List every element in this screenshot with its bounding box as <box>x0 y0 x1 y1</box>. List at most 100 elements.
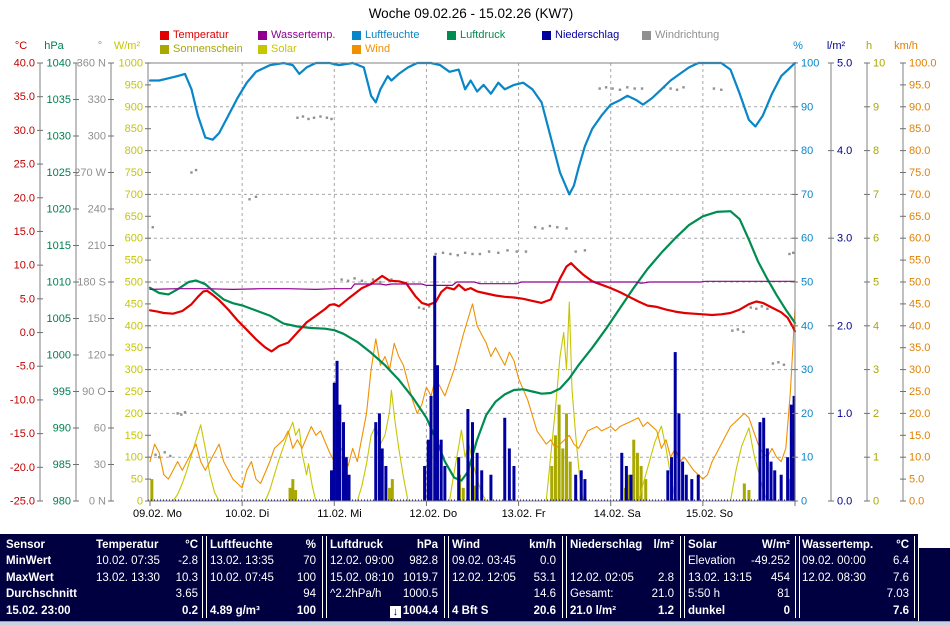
rain-bar <box>338 404 342 501</box>
axis-tick-label: 600 <box>125 233 143 245</box>
wind-direction-dot <box>487 250 491 253</box>
wind-direction-dot <box>618 88 622 91</box>
axis-tick-label: 50.0 <box>909 277 930 289</box>
rain-bar <box>670 457 674 501</box>
sunshine-bar <box>557 404 561 501</box>
legend-item-luftfeuchte[interactable]: Luftfeuchte <box>352 29 419 41</box>
footer-col-luftdruck: Luftdruck hPa 12.02. 09:00 982.8 15.02. 08:1… <box>330 537 438 619</box>
legend-label: Windrichtung <box>655 29 720 41</box>
wind-direction-dot <box>180 413 183 416</box>
axis-tick-label: 3.0 <box>837 233 852 245</box>
footer-cell-value: 14.6 <box>533 588 556 601</box>
axis-tick-label: 6 <box>873 233 879 245</box>
wind-direction-dot <box>330 117 333 121</box>
legend-item-temperatur[interactable]: Temperatur <box>160 29 229 41</box>
axis-tick-label: 550 <box>125 255 143 267</box>
axis-tick-label: 1040 <box>47 58 71 70</box>
legend-item-wassertemp[interactable]: Wassertemp. <box>258 29 335 41</box>
axis-tick-label: 200 <box>125 408 143 420</box>
axis-tick-label: 650 <box>125 211 143 223</box>
footer-cell-label: 12.02. 12:05 <box>452 571 516 584</box>
footer-col-unit: °C <box>896 539 909 551</box>
sunshine-bar <box>550 465 554 501</box>
wind-direction-dot <box>749 306 752 309</box>
wind-direction-dot <box>417 306 421 309</box>
footer-current-time: 15.02. 23:00 <box>6 604 71 617</box>
sunshine-bar <box>742 483 746 501</box>
footer-row-label: MinWert <box>6 555 52 568</box>
wind-direction-dot <box>254 195 258 199</box>
legend-label: Wassertemp. <box>271 29 336 41</box>
wind-direction-dot <box>441 251 445 254</box>
legend-item-solar[interactable]: Solar <box>258 43 297 55</box>
page-title: Woche 09.02.26 - 15.02.26 (KW7) <box>368 6 574 21</box>
legend-color-swatch <box>160 30 169 40</box>
axis-tick-label: 700 <box>125 189 143 201</box>
axis-tick-label: 30 <box>801 364 813 376</box>
weather-week-chart[interactable]: 40.035.030.025.020.015.010.05.00.0-5.0-1… <box>0 0 950 530</box>
axis-tick-label: 20.0 <box>14 192 35 204</box>
footer-col-unit: °C <box>185 539 198 551</box>
wind-direction-dot <box>176 412 179 415</box>
legend-item-niederschlag[interactable]: Niederschlag <box>542 29 619 41</box>
wind-direction-dot <box>777 361 780 364</box>
wind-direction-dot <box>736 328 740 331</box>
footer-col-header: Niederschlag <box>570 539 643 551</box>
footer-cell-value: 7.6 <box>893 604 909 617</box>
legend-label: Niederschlag <box>555 29 620 41</box>
axis-tick-label: 90.0 <box>909 101 930 113</box>
sunshine-bar <box>564 413 568 501</box>
rain-bar <box>489 474 493 501</box>
sunshine-bar <box>291 479 295 501</box>
wind-direction-dot <box>163 451 166 454</box>
footer-cell-label: dunkel <box>688 604 726 617</box>
rain-bar <box>426 439 430 501</box>
footer-column-separator <box>562 536 567 618</box>
wind-direction-dot <box>422 307 425 310</box>
legend-item-windrichtung[interactable]: Windrichtung <box>642 29 719 41</box>
axis-tick-label: 1.0 <box>837 408 852 420</box>
wind-direction-dot <box>307 117 310 121</box>
temperature-line <box>148 262 797 353</box>
footer-col-header: Wind <box>452 539 480 551</box>
rain-bar <box>684 474 688 501</box>
legend-color-swatch <box>542 30 551 40</box>
axis-unit-label: hPa <box>44 40 64 52</box>
axis-tick-label: 990 <box>53 423 71 435</box>
axis-tick-label: 360 N <box>77 58 106 70</box>
wind-direction-dot <box>194 168 198 172</box>
axis-tick-label: 20.0 <box>909 408 930 420</box>
wind-direction-dot <box>248 198 251 201</box>
legend-label: Luftdruck <box>460 29 506 41</box>
wind-speed-line <box>149 303 796 489</box>
footer-cell-value: 94 <box>303 588 316 601</box>
sunshine-bar <box>150 479 154 501</box>
footer-cell-value: 454 <box>770 571 790 584</box>
wind-direction-dot <box>574 250 577 253</box>
wind-direction-dot <box>390 278 393 281</box>
axis-tick-label: 250 <box>125 386 143 398</box>
legend-item-wind[interactable]: Wind <box>352 43 390 55</box>
rain-bar <box>439 439 443 501</box>
footer-column-separator <box>322 536 327 618</box>
footer-cell-value: 6.4 <box>893 555 909 568</box>
axis-tick-label: 2.0 <box>837 320 852 332</box>
axis-tick-label: 0 <box>801 496 807 508</box>
wind-direction-dot <box>183 410 187 414</box>
footer-col-niederschlag: Niederschlag l/m² 12.02. 02:05 2.8 Gesamt: 21… <box>570 537 674 619</box>
axis-tick-label: 10 <box>801 452 813 464</box>
rain-bar <box>507 448 511 501</box>
sunshine-bar <box>747 490 751 501</box>
footer-col-header: Luftfeuchte <box>210 539 273 551</box>
footer-cell-value: 20.6 <box>533 604 556 617</box>
rain-bar <box>457 457 461 501</box>
sunshine-bar <box>461 487 465 501</box>
legend-item-luftdruck[interactable]: Luftdruck <box>447 29 505 41</box>
footer-cell-label: Gesamt: <box>570 588 614 601</box>
rain-bar <box>471 422 474 501</box>
axis-tick-label: 45.0 <box>909 298 930 310</box>
legend-item-sonnenschein[interactable]: Sonnenschein <box>160 43 243 55</box>
wind-direction-dot <box>371 278 375 281</box>
pressure-trend-down-icon: ↓ <box>389 605 401 618</box>
